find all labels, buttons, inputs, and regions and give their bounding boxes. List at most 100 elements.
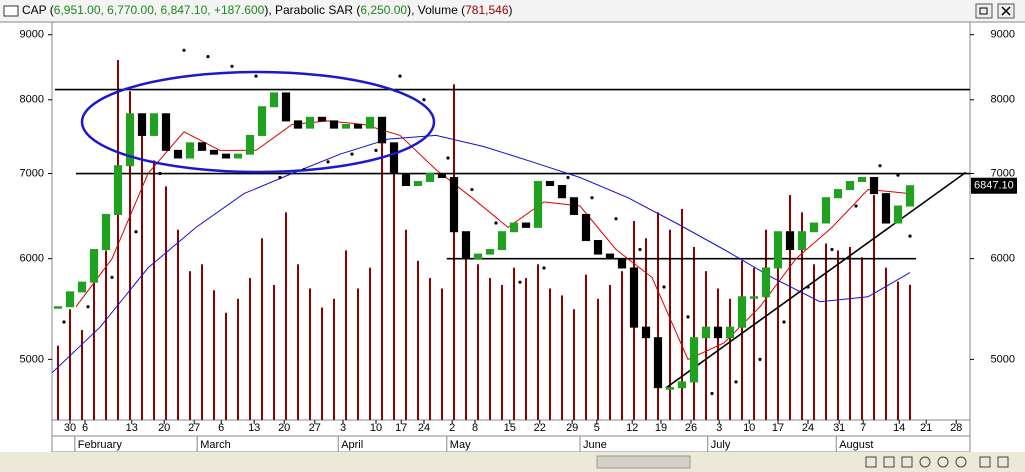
x-tick-label: 6 — [82, 422, 88, 434]
sar-dot — [734, 380, 738, 384]
toolbar-icon[interactable] — [979, 456, 991, 468]
sar-dot — [782, 320, 786, 324]
volume-bar — [717, 288, 719, 420]
month-label: June — [583, 439, 607, 451]
volume-bar — [417, 260, 419, 420]
volume-bar — [453, 84, 455, 420]
volume-bar — [885, 267, 887, 420]
y-tick-label: 6000 — [20, 253, 44, 265]
candle — [869, 176, 879, 195]
x-tick-label: 30 — [64, 422, 76, 434]
candle — [533, 180, 543, 228]
x-tick-label: 14 — [893, 422, 905, 434]
candle — [557, 184, 567, 199]
candle — [329, 120, 339, 129]
volume-bar — [177, 229, 179, 420]
sar-dot — [278, 175, 282, 180]
volume-bar — [561, 295, 563, 420]
volume-bar — [141, 125, 143, 420]
x-tick-label: 20 — [278, 422, 290, 434]
close-icon — [1001, 6, 1011, 16]
sar-dot — [326, 160, 330, 164]
volume-bar — [405, 229, 407, 420]
volume-bar — [273, 285, 275, 420]
volume-bar — [285, 212, 287, 420]
volume-bar — [789, 195, 791, 420]
sar-dot — [830, 247, 834, 252]
x-tick-label: 31 — [833, 422, 845, 434]
volume-bar — [813, 264, 815, 420]
x-tick-label: 2 — [449, 422, 455, 434]
sar-dot — [590, 196, 594, 200]
toolbar-icon[interactable] — [937, 456, 949, 468]
volume-bar — [669, 229, 671, 420]
volume-bar — [837, 250, 839, 420]
volume-bar — [477, 264, 479, 420]
highlight-ellipse — [80, 70, 436, 174]
chart-header: CAP (6,951.00, 6,770.00, 6,847.10, +187.… — [22, 3, 513, 17]
volume-bar — [909, 284, 911, 420]
x-tick-label: 24 — [418, 422, 430, 434]
toolbar-icon[interactable] — [919, 456, 931, 468]
volume-bar — [357, 288, 359, 420]
candle — [53, 306, 63, 309]
volume-bar — [585, 274, 587, 420]
candle — [737, 296, 747, 328]
y2-tick-label: 8000 — [991, 94, 1015, 106]
sar-dot — [614, 217, 618, 221]
x-tick-label: 19 — [655, 422, 667, 434]
sar-dot — [182, 48, 186, 52]
candle — [365, 116, 375, 129]
volume-bar — [153, 160, 155, 420]
candle — [77, 281, 87, 293]
volume-bar — [501, 285, 503, 420]
candle — [605, 253, 615, 260]
window-icon — [3, 5, 19, 17]
candle — [593, 240, 603, 255]
candle — [473, 253, 483, 260]
toolbar-icon[interactable] — [955, 456, 967, 468]
toolbar-icon[interactable] — [865, 456, 877, 468]
x-tick-label: 24 — [802, 422, 814, 434]
candle — [641, 326, 651, 339]
sar-dot — [254, 74, 258, 78]
toolbar-icon[interactable] — [997, 456, 1009, 468]
candle — [269, 92, 279, 108]
candle — [65, 291, 75, 308]
header-segment: 6,250.00 — [360, 3, 408, 17]
x-tick-label: 27 — [309, 422, 321, 434]
candle — [521, 222, 531, 228]
candle — [617, 258, 627, 269]
status-bar — [0, 452, 1025, 472]
candle — [113, 165, 123, 215]
volume-bar — [261, 238, 263, 420]
candle — [149, 113, 159, 136]
candle — [317, 116, 327, 122]
x-tick-label: 10 — [743, 422, 755, 434]
candle — [881, 193, 891, 224]
y2-tick-label: 9000 — [991, 29, 1015, 41]
candle — [785, 231, 795, 251]
volume-bar — [729, 298, 731, 420]
toolbar-icon[interactable] — [901, 456, 913, 468]
volume-bar — [537, 264, 539, 420]
toolbar-icon[interactable] — [883, 456, 895, 468]
x-tick-label: 13 — [126, 422, 138, 434]
header-segment: 781,546 — [465, 3, 509, 17]
volume-bar — [525, 278, 527, 420]
volume-bar — [69, 309, 71, 420]
volume-bar — [369, 267, 371, 420]
header-segment: ), Parabolic SAR ( — [264, 3, 361, 17]
candle — [749, 296, 759, 299]
x-tick-label: 5 — [594, 422, 600, 434]
volume-bar — [849, 246, 851, 420]
scroll-thumb[interactable] — [596, 455, 691, 469]
volume-bar — [549, 288, 551, 420]
candle — [545, 180, 555, 186]
candle — [725, 326, 735, 339]
candle — [773, 231, 783, 269]
restore-button[interactable] — [975, 3, 993, 19]
candle — [197, 142, 207, 151]
volume-bar — [165, 186, 167, 420]
